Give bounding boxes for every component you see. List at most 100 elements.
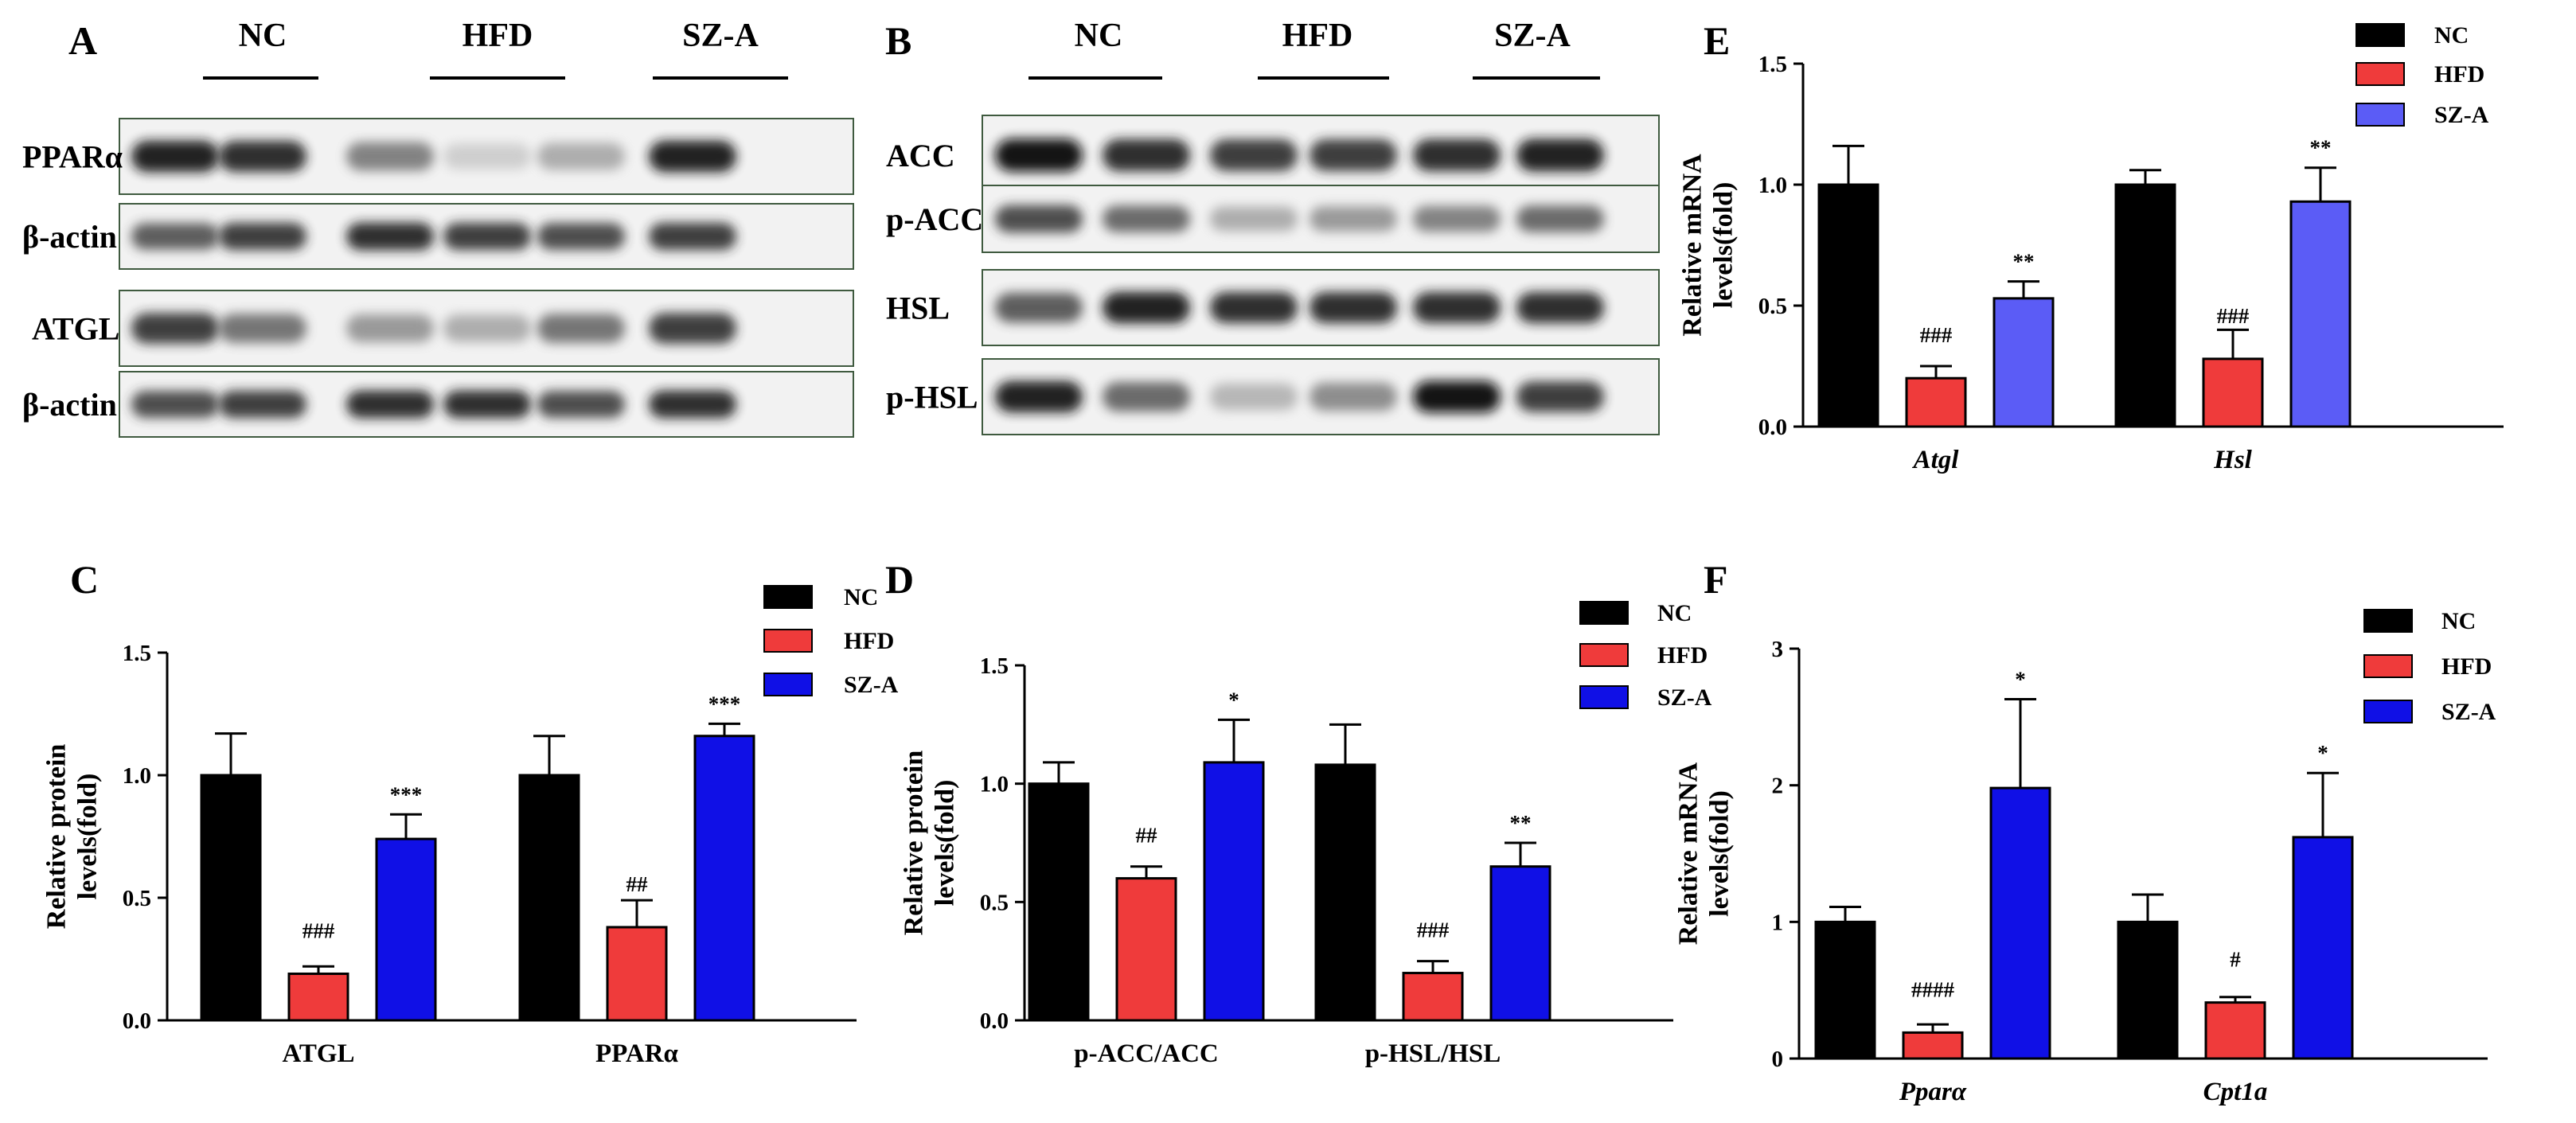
band	[131, 223, 219, 250]
x-tick-label: p-ACC/ACC	[1074, 1039, 1219, 1068]
y-tick-label: 0.0	[980, 1008, 1009, 1034]
panel-letter: A	[68, 18, 97, 63]
band	[995, 205, 1083, 233]
band	[219, 141, 306, 172]
y-axis-label-line: Relative mRNA	[1673, 762, 1703, 945]
legend-label: SZ-A	[2441, 699, 2496, 725]
y-axis-label: Relative proteinlevels(fold)	[899, 751, 959, 936]
band	[1413, 292, 1501, 323]
panel-letter: D	[885, 557, 914, 602]
band	[1210, 206, 1298, 232]
row-label: HSL	[886, 290, 950, 326]
bar	[1902, 1031, 1964, 1060]
legend-label: HFD	[2441, 653, 2492, 680]
group-label: SZ-A	[1494, 18, 1571, 54]
panel-f: F 0 1 2 3 Relative mRNAlevels(fold) Pparα #### *…	[1673, 557, 2496, 1106]
bar	[2289, 200, 2352, 428]
y-axis-label-line: levels(fold)	[1704, 790, 1734, 917]
group-label: NC	[1075, 18, 1123, 54]
bar	[2292, 836, 2354, 1060]
band	[131, 140, 219, 173]
band	[995, 380, 1083, 413]
band	[995, 292, 1083, 323]
y-tick-label: 1.5	[980, 653, 1009, 679]
panel-letter: F	[1704, 557, 1728, 602]
legend-swatch	[2363, 609, 2413, 633]
legend-swatch	[1579, 643, 1629, 667]
significance-marker: ###	[1920, 323, 1953, 347]
y-tick-label: 1.0	[1758, 173, 1787, 198]
x-tick-label: Pparα	[1899, 1078, 1967, 1106]
band	[131, 313, 219, 344]
legend-swatch	[2363, 700, 2413, 723]
panel-e: E 0.0 0.5 1.0 1.5 Relative mRNAlevels(fold) At…	[1677, 18, 2504, 474]
y-axis-label-line: levels(fold)	[1708, 182, 1738, 309]
legend-swatch	[2355, 23, 2405, 47]
legend-swatch	[763, 585, 813, 609]
y-axis-label-line: Relative protein	[899, 751, 928, 936]
y-tick-label: 3	[1772, 637, 1784, 662]
band	[1309, 292, 1397, 323]
legend-label: NC	[1657, 600, 1692, 626]
significance-marker: *	[2015, 668, 2026, 692]
band	[443, 314, 531, 342]
band	[1309, 206, 1397, 232]
band	[1103, 382, 1190, 411]
panel-letter: E	[1704, 18, 1730, 63]
bar	[200, 774, 262, 1022]
group-label: NC	[239, 18, 287, 54]
panel-letter: B	[885, 18, 911, 63]
band	[219, 314, 306, 343]
y-tick-label: 0.0	[123, 1008, 151, 1034]
band	[1210, 383, 1298, 411]
band	[649, 140, 736, 173]
row-label: p-HSL	[886, 380, 978, 415]
band	[649, 313, 736, 344]
band	[219, 222, 306, 251]
bar	[1992, 297, 2055, 428]
significance-marker: **	[1510, 811, 1532, 835]
band	[649, 390, 736, 419]
y-axis-label-line: Relative mRNA	[1677, 154, 1707, 337]
y-axis-label: Relative proteinlevels(fold)	[41, 744, 102, 930]
bar	[1814, 920, 1876, 1060]
row-label: β-actin	[22, 387, 117, 423]
significance-marker: ##	[1136, 824, 1158, 848]
legend-swatch	[763, 673, 813, 696]
row-label: PPARα	[22, 139, 123, 175]
band	[1210, 292, 1298, 323]
band	[1103, 138, 1190, 172]
significance-marker: ***	[708, 692, 741, 716]
x-tick-label: Cpt1a	[2203, 1078, 2268, 1106]
bar	[1402, 972, 1464, 1022]
y-tick-label: 1.5	[1758, 52, 1787, 77]
significance-marker: *	[1228, 688, 1239, 712]
bar	[1314, 763, 1376, 1022]
band	[1309, 382, 1397, 411]
legend-label: NC	[2434, 22, 2469, 49]
y-tick-label: 1.0	[123, 763, 151, 789]
bar	[1989, 786, 2051, 1060]
band	[346, 314, 434, 342]
row-label: ATGL	[32, 311, 119, 347]
band	[1413, 138, 1501, 172]
x-tick-label: PPARα	[595, 1039, 679, 1068]
panel-b: B NC HFD SZ-A ACC p-ACC HSL p-HSL	[885, 18, 1660, 435]
band	[537, 391, 625, 418]
significance-marker: ***	[390, 782, 423, 806]
x-tick-label: Hsl	[2213, 446, 2253, 474]
row-label: β-actin	[22, 219, 117, 255]
significance-marker: ###	[2217, 304, 2250, 328]
band	[1516, 292, 1604, 323]
panel-a: A NC HFD SZ-A PPARα β-actin ATGL β-actin	[22, 18, 854, 438]
band	[131, 391, 219, 418]
legend-label: NC	[2441, 608, 2476, 634]
bar	[1203, 761, 1265, 1022]
band	[995, 138, 1083, 172]
legend-label: SZ-A	[844, 672, 899, 698]
significance-marker: #	[2230, 948, 2241, 972]
panel-d: D 0.0 0.5 1.0 1.5 Relative proteinlevels(fold…	[885, 557, 1712, 1068]
legend-swatch	[1579, 685, 1629, 709]
bar	[2202, 357, 2264, 428]
